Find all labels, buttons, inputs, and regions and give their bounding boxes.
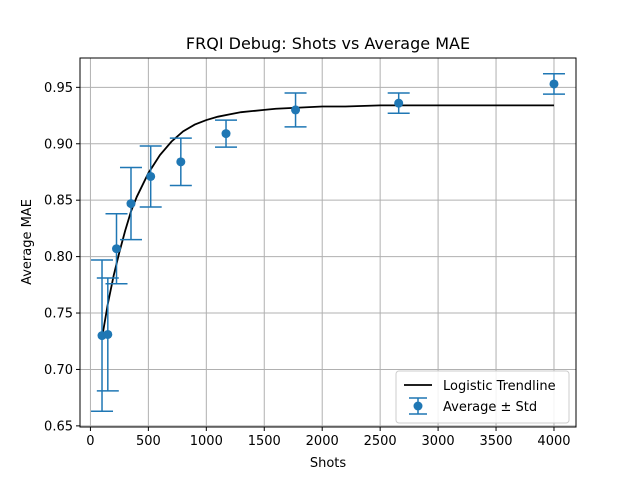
y-tick-label: 0.80 (44, 250, 73, 265)
data-point-group (215, 119, 238, 148)
data-point-group (139, 145, 162, 208)
y-tick-label: 0.90 (44, 137, 73, 152)
y-axis-ticks: 0.65 0.70 0.75 0.80 0.85 0.90 0.95 (44, 81, 80, 434)
legend: Logistic Trendline Average ± Std (395, 370, 570, 424)
data-point (103, 329, 113, 339)
data-point-group (542, 73, 565, 95)
x-tick-label: 1500 (248, 434, 281, 449)
x-axis-title: Shots (310, 456, 347, 471)
data-point (291, 105, 301, 115)
y-tick-label: 0.95 (44, 81, 73, 96)
data-point-group (119, 166, 142, 241)
data-point (221, 129, 231, 139)
data-point (394, 98, 404, 108)
trendline (101, 104, 554, 339)
data-point (176, 157, 186, 167)
data-point (146, 171, 156, 181)
grid (80, 58, 576, 427)
legend-trendline-label: Logistic Trendline (443, 379, 556, 394)
trendline-layer (101, 104, 554, 339)
x-tick-label: 3500 (479, 434, 512, 449)
y-tick-label: 0.65 (44, 419, 73, 434)
plot-frame (79, 57, 577, 428)
data-point-group (387, 92, 410, 115)
data-point-group (105, 212, 128, 285)
data-point (112, 244, 122, 254)
x-tick-label: 0 (86, 434, 94, 449)
x-tick-label: 500 (136, 434, 161, 449)
data-point-group (284, 92, 307, 128)
x-tick-label: 1000 (190, 434, 223, 449)
data-point-group (169, 137, 192, 187)
legend-box (395, 370, 570, 424)
x-tick-label: 3000 (422, 434, 455, 449)
y-tick-label: 0.75 (44, 307, 73, 322)
legend-points-swatch-marker (413, 401, 423, 411)
legend-points-label: Average ± Std (443, 400, 537, 415)
x-tick-label: 2000 (306, 434, 339, 449)
x-axis-ticks: 0 500 1000 1500 2000 2500 3000 3500 4000 (86, 427, 571, 449)
data-point (549, 79, 559, 89)
chart-title: FRQI Debug: Shots vs Average MAE (186, 34, 470, 53)
x-tick-label: 2500 (364, 434, 397, 449)
y-axis-title: Average MAE (20, 199, 35, 285)
x-tick-label: 4000 (537, 434, 570, 449)
data-point-group (96, 277, 119, 392)
y-tick-label: 0.85 (44, 194, 73, 209)
y-tick-label: 0.70 (44, 363, 73, 378)
data-point (126, 199, 136, 209)
data-point-group (91, 259, 114, 412)
points-layer (91, 73, 565, 412)
